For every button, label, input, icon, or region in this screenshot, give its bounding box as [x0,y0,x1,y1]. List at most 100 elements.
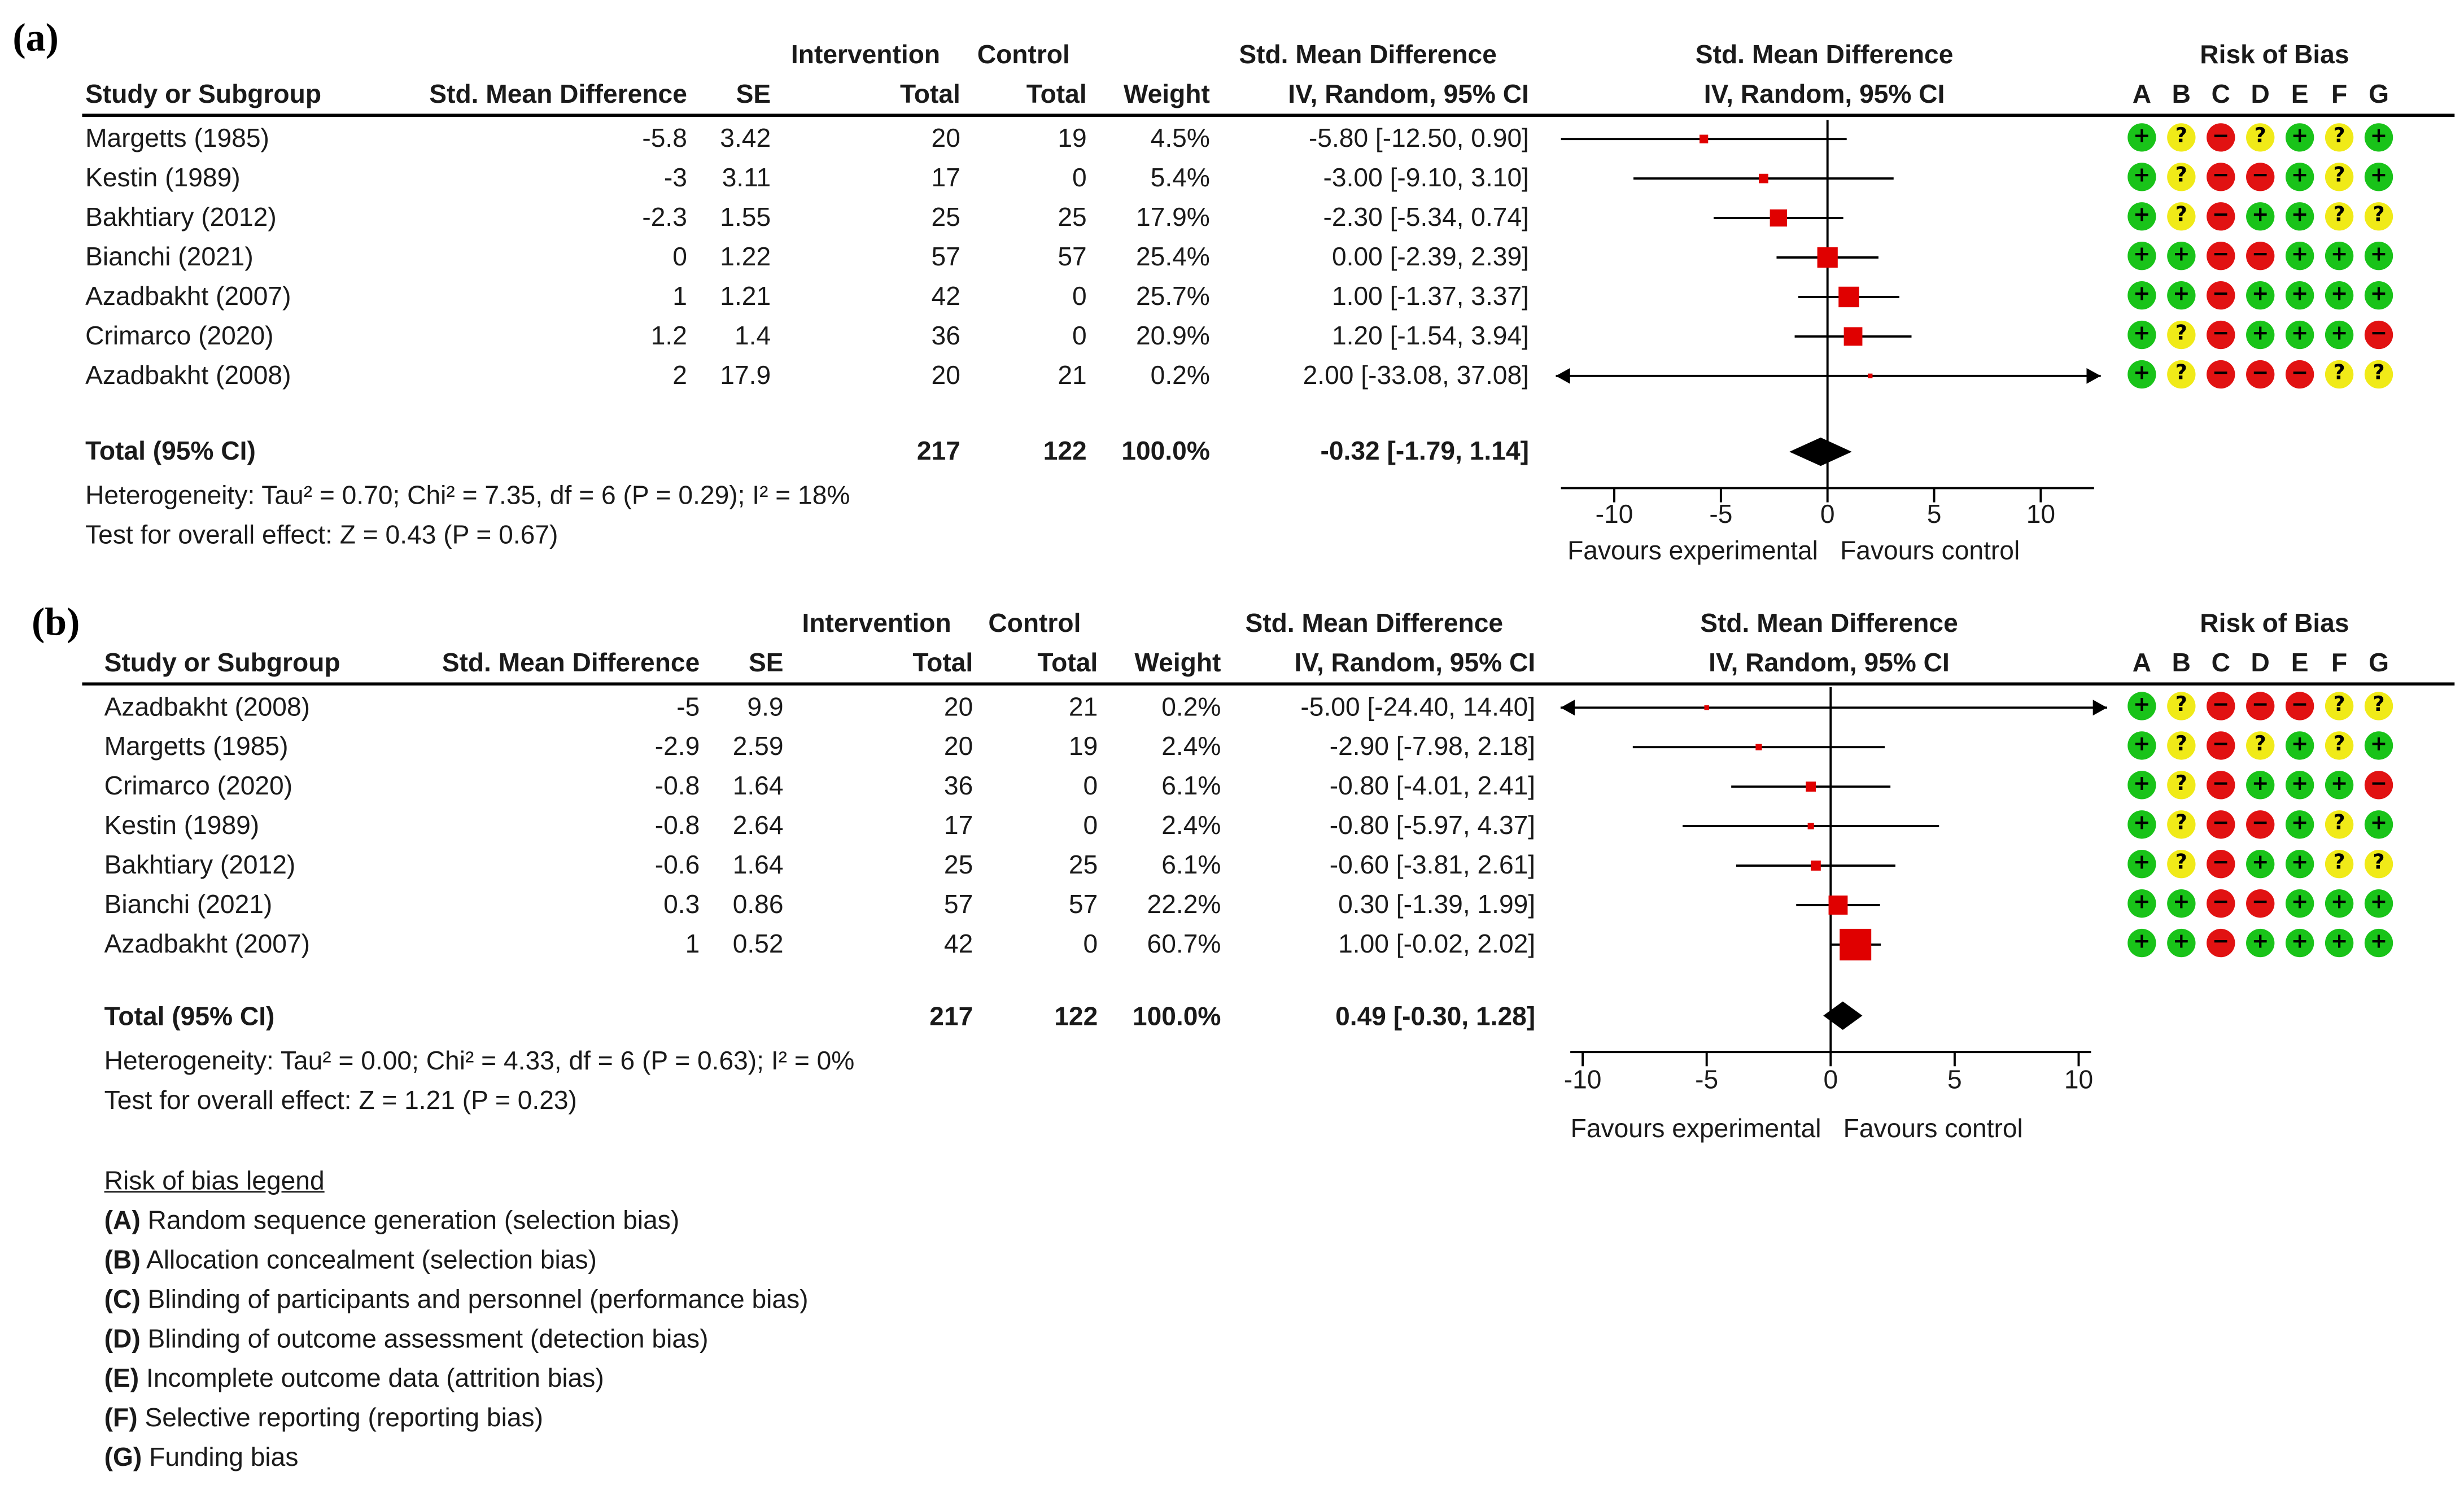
rob-low-icon: + [2246,281,2275,310]
rob-legend-title: Risk of bias legend [104,1167,325,1196]
rob-high-icon: − [2207,163,2235,191]
study-smd: 1.2 [650,322,687,351]
header-rob-col-c: C [2211,649,2230,678]
rob-legend-item: (F) Selective reporting (reporting bias) [104,1404,543,1433]
x-tick-label: -10 [1595,500,1633,530]
point-estimate [1755,744,1762,750]
header-rob-col-g: G [2369,649,2389,678]
rob-unclear-icon: ? [2167,123,2196,152]
study-se: 1.64 [732,851,784,880]
study-weight: 60.7% [1147,930,1221,959]
study-weight: 0.2% [1150,361,1210,390]
rob-unclear-icon: ? [2167,163,2196,191]
study-se: 1.55 [720,203,771,233]
rob-high-icon: − [2207,123,2235,152]
study-control-total: 0 [1072,282,1087,312]
rob-low-icon: + [2246,320,2275,350]
rob-legend-key: (C) [104,1286,141,1314]
rob-legend-key: (B) [104,1246,141,1275]
study-ci: -0.80 [-5.97, 4.37] [1329,811,1536,841]
header-control-total: Total [1037,649,1098,678]
rob-legend-text: Random sequence generation (selection bi… [140,1207,680,1235]
study-smd: -3 [663,164,687,193]
rob-unclear-icon: ? [2364,202,2393,231]
study-ci: -5.00 [-24.40, 14.40] [1300,693,1536,722]
header-rob-col-e: E [2291,80,2309,110]
study-intervention-total: 20 [943,693,973,722]
x-tick-label: 0 [1823,1066,1838,1095]
study-ci: 1.00 [-0.02, 2.02] [1338,930,1536,959]
rob-high-icon: − [2364,320,2393,350]
rob-low-icon: + [2167,889,2196,918]
rob-high-icon: − [2246,810,2275,839]
rob-unclear-icon: ? [2325,123,2354,152]
rob-high-icon: − [2207,692,2235,720]
rob-high-icon: − [2207,242,2235,270]
overall-effect-text: Test for overall effect: Z = 1.21 (P = 0… [104,1086,577,1116]
rob-low-icon: + [2325,320,2354,350]
rob-high-icon: − [2207,850,2235,879]
study-weight: 17.9% [1135,203,1210,233]
header-ci-sub: IV, Random, 95% CI [1288,80,1529,110]
study-control-total: 0 [1072,322,1087,351]
study-ci: -2.90 [-7.98, 2.18] [1329,733,1536,762]
rob-low-icon: + [2127,123,2156,152]
point-estimate [1700,134,1709,143]
rob-low-icon: + [2285,320,2314,350]
rob-low-icon: + [2246,850,2275,879]
ci-arrow-right [2086,368,2101,384]
header-rob-col-d: D [2251,80,2270,110]
rob-low-icon: + [2167,281,2196,310]
point-estimate [1811,861,1821,871]
study-smd: -0.8 [654,811,700,841]
rob-low-icon: + [2364,731,2393,760]
header-plot-title: Std. Mean Difference [1695,41,1954,70]
rob-legend-item: (C) Blinding of participants and personn… [104,1287,809,1313]
rob-legend-text: Selective reporting (reporting bias) [137,1404,543,1433]
study-weight: 6.1% [1161,772,1221,801]
study-ci: -0.80 [-4.01, 2.41] [1329,772,1536,801]
rob-low-icon: + [2127,281,2156,310]
study-se: 2.59 [732,733,784,762]
rob-unclear-icon: ? [2325,810,2354,839]
header-control: Control [988,609,1081,639]
study-weight: 20.9% [1135,322,1210,351]
header-plot-title: Std. Mean Difference [1700,609,1958,639]
rob-legend-text: Incomplete outcome data (attrition bias) [139,1365,604,1394]
rob-low-icon: + [2364,928,2393,958]
rob-low-icon: + [2285,281,2314,310]
study-control-total: 25 [1068,851,1098,880]
point-estimate [1704,705,1709,710]
rob-unclear-icon: ? [2167,771,2196,800]
header-intervention-total: Total [900,80,960,110]
x-tick-label: 10 [2064,1066,2094,1095]
study-name: Margetts (1985) [104,733,289,762]
header-smd: Std. Mean Difference [429,80,687,110]
header-control: Control [977,41,1070,70]
study-ci: 1.20 [-1.54, 3.94] [1331,322,1529,351]
study-smd: -2.3 [642,203,687,233]
study-name: Crimarco (2020) [85,322,274,351]
study-weight: 5.4% [1150,164,1210,193]
study-se: 1.4 [735,322,771,351]
rob-high-icon: − [2285,692,2314,720]
header-rob-title: Risk of Bias [2200,609,2349,639]
study-se: 1.64 [732,772,784,801]
rob-unclear-icon: ? [2325,692,2354,720]
point-estimate [1828,896,1848,915]
x-tick-label: 10 [2026,500,2056,530]
rob-high-icon: − [2285,360,2314,389]
study-intervention-total: 57 [931,243,960,272]
rob-high-icon: − [2207,320,2235,350]
study-smd: 0 [672,243,687,272]
rob-high-icon: − [2207,771,2235,800]
study-control-total: 19 [1068,733,1098,762]
study-name: Azadbakht (2007) [85,282,291,312]
rob-high-icon: − [2207,281,2235,310]
x-tick-label: -5 [1709,500,1733,530]
study-intervention-total: 20 [931,125,960,154]
rob-low-icon: + [2127,242,2156,270]
study-se: 3.42 [720,125,771,154]
rob-high-icon: − [2207,810,2235,839]
